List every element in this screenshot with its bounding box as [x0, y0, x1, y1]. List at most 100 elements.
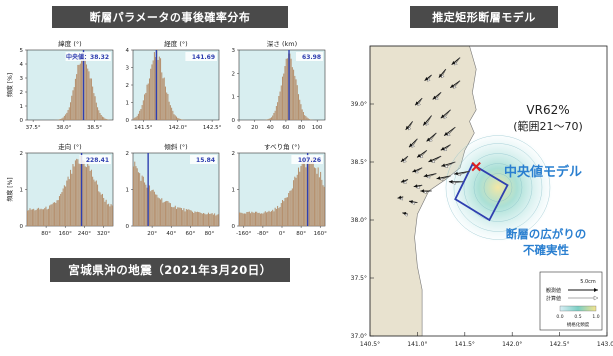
histogram-bar	[307, 118, 309, 120]
observed-vector	[428, 155, 442, 163]
x-tick-label: 80°	[41, 231, 51, 237]
observed-arrowhead	[405, 125, 410, 130]
histogram-bar	[142, 176, 144, 226]
histogram-bar	[301, 109, 303, 120]
histogram-bar	[217, 214, 219, 226]
histogram-bar	[29, 208, 31, 226]
map-x-tick-label: 142.0°	[502, 341, 522, 348]
calculated-vector	[453, 80, 461, 89]
histogram-bar	[105, 118, 107, 120]
median-value-label: 141.69	[192, 54, 215, 61]
histogram-bar	[90, 78, 92, 120]
map-group: 140.5° 141.0° 141.5° 142.0° 142.5° 143.0° 37.0…	[351, 45, 613, 348]
histogram-bar	[254, 211, 257, 226]
histogram-bar	[180, 208, 182, 226]
x-tick-label: 20°	[147, 231, 157, 237]
calculated-vector	[416, 184, 423, 189]
histogram-bar	[264, 211, 266, 226]
map-x-tick-label: 141.5°	[455, 341, 475, 348]
histogram-bar	[89, 170, 91, 226]
histogram-bar	[139, 173, 141, 226]
histogram-bar	[268, 210, 270, 226]
histogram-bar	[207, 212, 209, 226]
histogram-bar	[30, 209, 32, 226]
histogram-bar	[103, 197, 105, 226]
calculated-vector	[443, 144, 451, 152]
histogram-bar	[178, 118, 180, 120]
histogram-bar	[282, 199, 284, 226]
variance-reduction-range: (範囲21～70)	[513, 119, 583, 133]
calculated-arrowhead	[426, 175, 431, 179]
histogram-bar	[177, 207, 179, 226]
histogram-bar	[285, 197, 287, 226]
histogram-bar	[62, 188, 64, 226]
observed-arrowhead	[412, 168, 417, 173]
histogram-bar	[99, 113, 101, 120]
histogram-bar	[172, 110, 174, 120]
histogram-bar	[194, 211, 196, 226]
histogram-bar	[273, 112, 275, 120]
observed-arrowhead	[424, 76, 429, 81]
calculated-arrowhead	[403, 180, 407, 184]
histogram-bar	[196, 211, 198, 226]
variance-reduction-label: VR62%	[526, 103, 569, 117]
histogram-bar	[174, 115, 176, 120]
histogram-bar	[76, 158, 78, 226]
y-tick-label: 0	[126, 224, 130, 230]
histogram-bar	[157, 60, 159, 120]
histogram-bar	[247, 211, 249, 226]
histogram-bar	[136, 115, 138, 120]
histogram-bar	[44, 208, 46, 226]
histogram-bar	[172, 207, 174, 226]
histogram-bar	[150, 191, 152, 226]
histogram-bar	[50, 204, 52, 226]
colorbar-tick-label: 1.0	[592, 314, 599, 320]
histogram-bar	[241, 212, 243, 226]
histogram-bar	[294, 176, 296, 226]
histogram-bar	[63, 115, 65, 120]
histogram-bar	[93, 93, 95, 120]
histogram-bar	[300, 166, 302, 226]
histogram-bar	[184, 211, 186, 226]
histogram-bar	[283, 201, 285, 226]
histogram-frame	[238, 152, 326, 227]
histogram-bar	[171, 206, 173, 226]
histogram-bar	[157, 197, 159, 226]
observed-vector	[443, 126, 456, 136]
histogram-bar	[133, 118, 135, 120]
calculated-arrowhead	[435, 96, 439, 101]
observed-vector	[408, 200, 418, 204]
histogram-bar	[307, 158, 309, 226]
observed-vector	[400, 178, 409, 183]
calculated-arrowhead	[431, 159, 436, 163]
calculated-vector	[444, 161, 456, 168]
sea-area	[370, 46, 607, 336]
x-tick-label: 60	[282, 125, 289, 131]
observed-arrowhead	[440, 114, 445, 119]
histogram-bar	[144, 182, 146, 226]
histogram-bar	[89, 78, 91, 120]
histogram-bar	[168, 202, 170, 226]
legend-box	[539, 271, 603, 331]
histogram-bar	[85, 64, 88, 120]
histogram-bar	[60, 193, 62, 226]
median-model-label: 中央値モデル	[504, 164, 582, 180]
histogram-title: すべり角 (°)	[264, 142, 300, 151]
calculated-arrowhead	[443, 148, 448, 152]
histogram-bar	[268, 118, 270, 120]
y-tick-label: 1	[126, 188, 130, 194]
histogram-bar	[76, 74, 78, 120]
observed-vector	[405, 121, 414, 131]
histogram-bar	[273, 211, 275, 226]
histogram-bar	[57, 200, 59, 226]
histogram-bar	[72, 163, 74, 226]
y-tick-label: 4	[20, 62, 24, 68]
calculated-vector	[454, 57, 461, 66]
histogram-bar	[161, 72, 163, 120]
histogram-frame	[238, 49, 326, 121]
histogram-bar	[259, 213, 261, 226]
histogram-bar	[70, 169, 72, 226]
histogram-bar	[190, 210, 192, 226]
histogram-bar	[291, 188, 293, 226]
